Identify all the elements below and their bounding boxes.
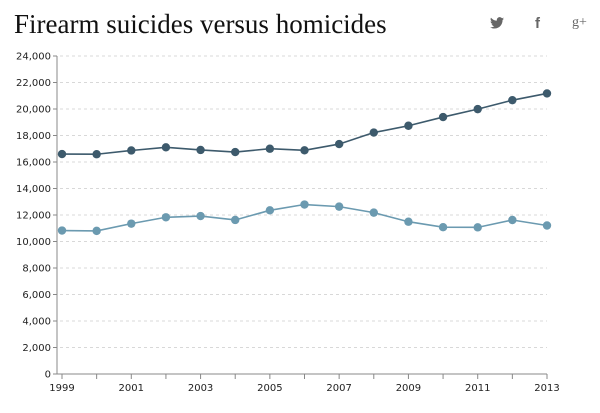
data-point [92,150,101,159]
y-tick-label: 2,000 [22,343,51,354]
data-point [404,217,413,226]
data-point [369,128,378,137]
data-point [196,145,205,155]
data-point [231,215,240,225]
y-tick-label: 4,000 [22,317,51,328]
x-tick-label: 2001 [119,383,144,394]
y-tick-label: 16,000 [16,158,51,169]
y-tick-label: 20,000 [16,105,51,116]
data-point [92,226,101,236]
data-point [334,139,344,149]
data-point [300,200,309,209]
data-point [404,121,413,130]
google-plus-share-button[interactable]: g+ [572,15,587,31]
twitter-share-button[interactable] [490,16,504,32]
data-point [265,144,275,153]
data-point [196,211,205,221]
data-point [542,221,552,230]
data-point [127,219,136,228]
y-tick-label: 14,000 [16,184,51,195]
data-point [334,202,344,211]
chart-title: Firearm suicides versus homicides [14,9,387,39]
x-tick-label: 1999 [49,383,74,394]
data-point [438,112,448,122]
x-tick-label: 2011 [465,383,490,394]
x-tick-label: 2007 [326,383,351,394]
data-point [508,215,517,225]
y-tick-label: 6,000 [22,290,51,301]
data-point [57,226,67,235]
y-tick-label: 8,000 [22,264,51,275]
series-homicides [57,200,552,236]
y-tick-label: 18,000 [16,131,51,142]
data-point [300,146,309,155]
y-tick-label: 24,000 [16,52,51,63]
google-plus-icon: g+ [572,15,587,30]
y-tick-label: 12,000 [16,211,51,222]
y-tick-label: 0 [45,370,51,381]
facebook-icon: f [535,15,540,32]
data-point [473,223,482,232]
data-point [369,208,378,217]
data-point [231,147,240,157]
x-tick-label: 2009 [396,383,421,394]
y-tick-label: 22,000 [16,78,51,89]
x-tick-label: 2005 [257,383,282,394]
data-point [508,95,517,105]
data-point [542,89,552,98]
data-point [161,143,171,152]
twitter-icon [490,17,504,29]
data-point [161,213,171,222]
data-point [265,206,275,215]
data-point [438,223,448,232]
y-tick-label: 10,000 [16,237,51,248]
data-point [57,149,67,159]
x-tick-label: 2003 [188,383,213,394]
facebook-share-button[interactable]: f [535,15,540,32]
series-line [61,92,548,156]
axes: 0 2,000 4,000 6,000 8,000 10,000 12,000 14,000 1… [16,52,560,395]
series-suicides [57,89,552,159]
x-tick-label: 2013 [534,383,559,394]
data-point [127,146,136,155]
data-point [473,104,482,114]
series [57,89,552,236]
